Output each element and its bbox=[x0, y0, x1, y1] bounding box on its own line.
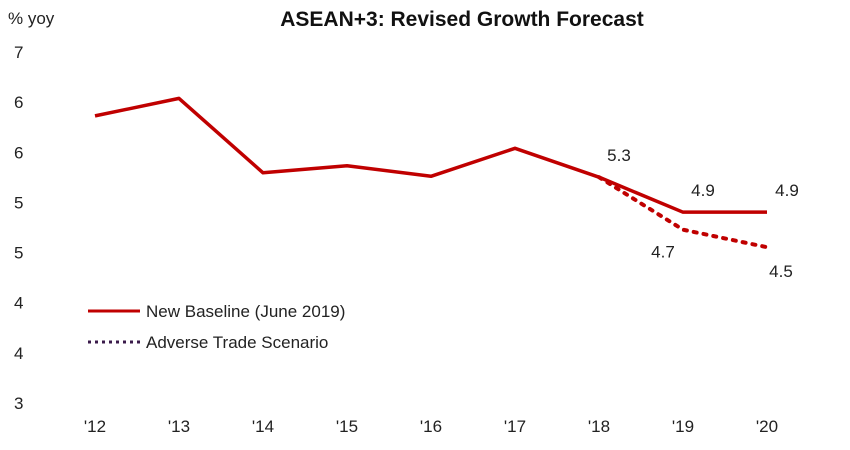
x-tick-label: '14 bbox=[252, 417, 274, 436]
chart-title: ASEAN+3: Revised Growth Forecast bbox=[280, 8, 644, 31]
y-tick-label: 3 bbox=[14, 394, 23, 413]
y-axis-label: % yoy bbox=[8, 9, 55, 28]
data-label: 4.5 bbox=[769, 262, 793, 281]
x-tick-label: '19 bbox=[672, 417, 694, 436]
series-line-baseline bbox=[94, 96, 767, 214]
x-tick-label: '18 bbox=[588, 417, 610, 436]
data-label: 4.9 bbox=[775, 181, 799, 200]
x-tick-label: '15 bbox=[336, 417, 358, 436]
x-tick-label: '13 bbox=[168, 417, 190, 436]
legend: New Baseline (June 2019) Adverse Trade S… bbox=[88, 302, 345, 352]
data-label: 5.3 bbox=[607, 146, 631, 165]
y-tick-label: 5 bbox=[14, 244, 23, 263]
y-tick-label: 4 bbox=[14, 344, 23, 363]
y-tick-label: 5 bbox=[14, 193, 23, 212]
legend-label-baseline: New Baseline (June 2019) bbox=[146, 302, 345, 321]
y-tick-label: 6 bbox=[14, 93, 23, 112]
x-tick-label: '12 bbox=[84, 417, 106, 436]
x-tick-label: '17 bbox=[504, 417, 526, 436]
y-tick-label: 7 bbox=[14, 43, 23, 62]
x-tick-label: '20 bbox=[756, 417, 778, 436]
y-tick-label: 6 bbox=[14, 143, 23, 162]
data-label: 4.9 bbox=[691, 181, 715, 200]
x-tick-label: '16 bbox=[420, 417, 442, 436]
legend-label-adverse: Adverse Trade Scenario bbox=[146, 333, 328, 352]
data-label: 4.7 bbox=[651, 243, 675, 262]
y-tick-label: 4 bbox=[14, 294, 23, 313]
